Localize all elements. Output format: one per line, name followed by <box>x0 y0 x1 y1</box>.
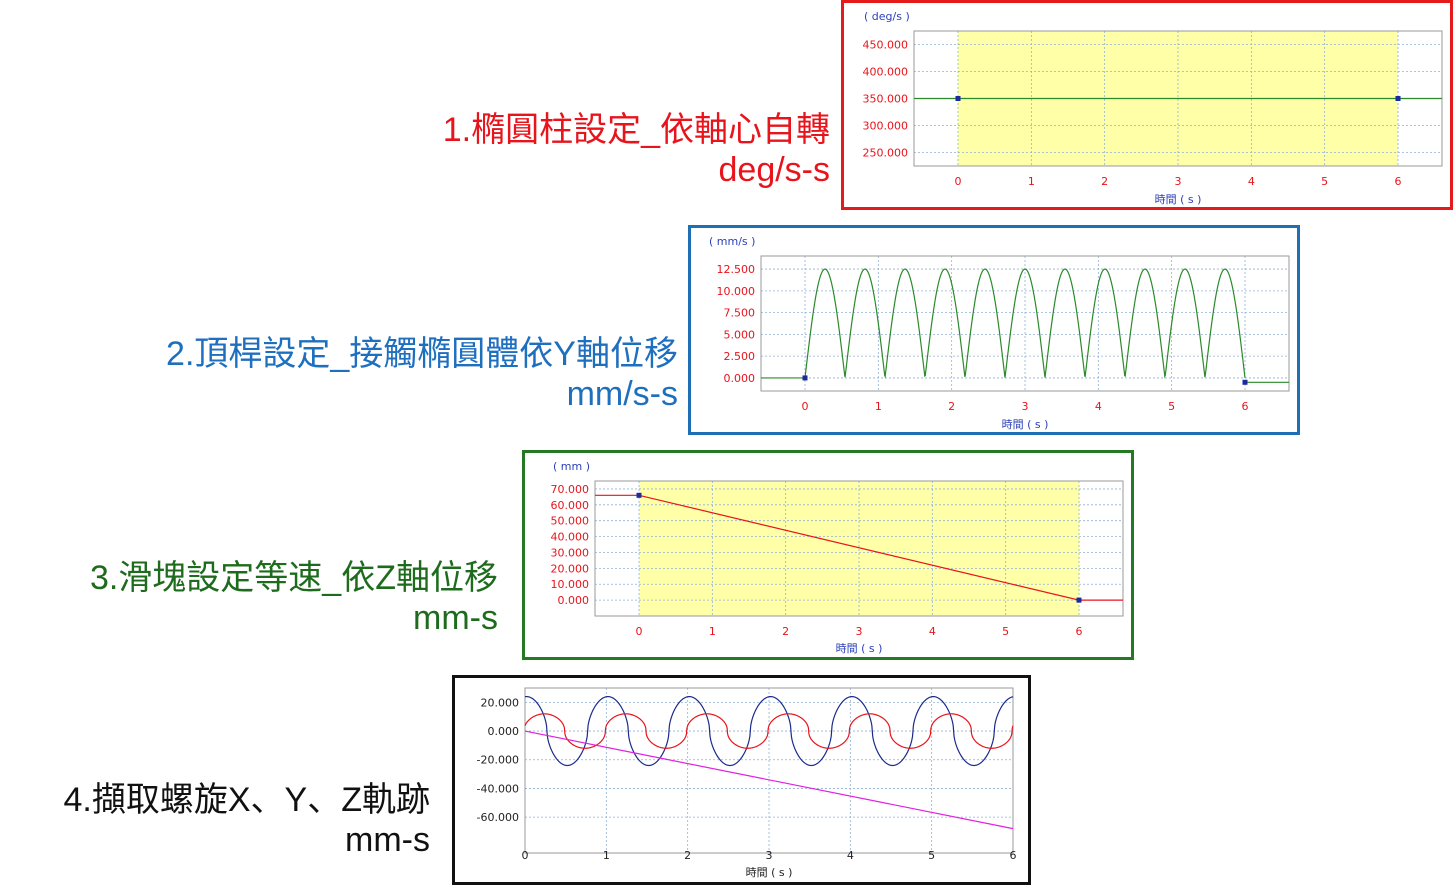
x-tick-label: 6 <box>1242 400 1249 413</box>
y-tick-label: 5.000 <box>724 328 756 341</box>
x-tick-label: 2 <box>948 400 955 413</box>
x-tick-label: 3 <box>1175 175 1182 188</box>
data-point-marker <box>1395 96 1401 101</box>
x-tick-label: 3 <box>766 849 773 862</box>
x-tick-label: 1 <box>1028 175 1035 188</box>
data-point-marker <box>1242 379 1248 385</box>
x-tick-label: 5 <box>1002 625 1009 638</box>
panel-2-title: 2.頂桿設定_接觸橢圓體依Y軸位移 <box>166 335 678 373</box>
data-point-marker <box>802 375 808 381</box>
y-tick-label: 20.000 <box>551 562 590 575</box>
chart-frame-1: 450.000 400.000 350.000 300.000 250.000 0 1 2 3 4… <box>841 0 1453 210</box>
series-line-1 <box>524 696 1014 767</box>
panel-3-unit: mm-s <box>413 599 498 638</box>
x-axis-label: 時間 ( s ) <box>1155 193 1202 206</box>
plot-area <box>760 255 1290 392</box>
panel-3-label: 3.滑塊設定等速_依Z軸位移 mm-s <box>20 558 498 638</box>
x-tick-label: 0 <box>802 400 809 413</box>
panel-2-label: 2.頂桿設定_接觸橢圓體依Y軸位移 mm/s-s <box>60 334 678 414</box>
x-tick-label: 1 <box>709 625 716 638</box>
x-tick-label: 5 <box>1168 400 1175 413</box>
x-tick-label: 4 <box>1095 400 1102 413</box>
y-tick-label: 0.000 <box>724 372 756 385</box>
panel-4-unit: mm-s <box>345 821 430 860</box>
y-tick-label: 20.000 <box>481 696 520 709</box>
x-axis-label: 時間 ( s ) <box>746 866 793 879</box>
y-tick-label: 10.000 <box>717 285 756 298</box>
panel-3-title: 3.滑塊設定等速_依Z軸位移 <box>89 559 498 597</box>
y-tick-label: -40.000 <box>477 782 519 795</box>
panel-4-label: 4.擷取螺旋X、Y、Z軌跡 mm-s <box>0 780 430 860</box>
x-tick-label: 4 <box>1248 175 1255 188</box>
x-tick-label: 2 <box>782 625 789 638</box>
plot-area <box>594 480 1124 617</box>
chart-2: 12.500 10.000 7.500 5.000 2.500 0.000 0 1 2 3 4 5 6 (… <box>709 235 1290 431</box>
y-tick-label: 50.000 <box>551 515 590 528</box>
x-tick-label: 6 <box>1395 175 1402 188</box>
chart-1: 450.000 400.000 350.000 300.000 250.000 0 1 2 3 4… <box>863 10 1443 206</box>
panel-1-label: 1.橢圓柱設定_依軸心自轉 deg/s-s <box>330 110 830 190</box>
y-tick-label: 250.000 <box>863 147 909 160</box>
y-axis-label: ( mm/s ) <box>709 235 755 248</box>
y-tick-label: 350.000 <box>863 93 909 106</box>
y-tick-label: -20.000 <box>477 754 519 767</box>
x-tick-label: 2 <box>684 849 691 862</box>
x-axis-label: 時間 ( s ) <box>836 642 883 655</box>
chart-frame-4: 20.000 0.000 -20.000 -40.000 -60.000 0 1 2 3 4 5 6 時… <box>452 675 1031 885</box>
x-tick-label: 5 <box>1321 175 1328 188</box>
y-tick-label: 10.000 <box>551 578 590 591</box>
y-tick-label: 60.000 <box>551 499 590 512</box>
x-tick-label: 3 <box>1022 400 1029 413</box>
chart-4: 20.000 0.000 -20.000 -40.000 -60.000 0 1 2 3 4 5 6 時… <box>477 687 1017 879</box>
panel-1-unit: deg/s-s <box>718 151 831 190</box>
y-axis-label: ( deg/s ) <box>864 10 910 23</box>
plot-area <box>524 687 1014 854</box>
x-tick-label: 0 <box>522 849 529 862</box>
y-tick-label: 30.000 <box>551 546 590 559</box>
chart-frame-2: 12.500 10.000 7.500 5.000 2.500 0.000 0 1 2 3 4 5 6 (… <box>688 225 1300 435</box>
data-point-marker <box>1076 597 1082 603</box>
x-tick-label: 5 <box>928 849 935 862</box>
series-line-2 <box>804 268 1246 379</box>
x-tick-label: 6 <box>1076 625 1083 638</box>
x-tick-label: 0 <box>955 175 962 188</box>
y-tick-label: -60.000 <box>477 811 519 824</box>
y-tick-label: 2.500 <box>724 350 756 363</box>
series-line-2 <box>524 713 1014 749</box>
x-tick-label: 1 <box>875 400 882 413</box>
y-tick-label: 70.000 <box>551 483 590 496</box>
y-tick-label: 0.000 <box>558 594 590 607</box>
y-axis-label: ( mm ) <box>553 460 590 473</box>
y-tick-label: 400.000 <box>863 66 909 79</box>
x-tick-label: 6 <box>1010 849 1017 862</box>
y-tick-label: 40.000 <box>551 531 590 544</box>
x-tick-label: 4 <box>929 625 936 638</box>
x-tick-label: 3 <box>856 625 863 638</box>
panel-1-title: 1.橢圓柱設定_依軸心自轉 <box>442 111 830 149</box>
x-tick-label: 1 <box>603 849 610 862</box>
panel-4-title: 4.擷取螺旋X、Y、Z軌跡 <box>63 781 430 819</box>
chart-frame-3: 70.000 60.000 50.000 40.000 30.000 20.000 10.0… <box>522 450 1134 660</box>
data-point-marker <box>955 96 961 101</box>
panel-2-unit: mm/s-s <box>566 375 678 414</box>
x-axis-label: 時間 ( s ) <box>1002 418 1049 431</box>
y-tick-label: 12.500 <box>717 263 756 276</box>
y-tick-label: 7.500 <box>724 307 756 320</box>
x-tick-label: 0 <box>636 625 643 638</box>
chart-3: 70.00060.00050.00040.00030.00020.00010.0… <box>551 460 1124 655</box>
series-line-3 <box>524 730 1014 830</box>
x-tick-label: 2 <box>1101 175 1108 188</box>
y-tick-label: 0.000 <box>488 725 520 738</box>
y-tick-label: 300.000 <box>863 120 909 133</box>
data-point-marker <box>636 492 642 498</box>
series-line-1 <box>595 494 1123 601</box>
x-tick-label: 4 <box>847 849 854 862</box>
y-tick-label: 450.000 <box>863 39 909 52</box>
